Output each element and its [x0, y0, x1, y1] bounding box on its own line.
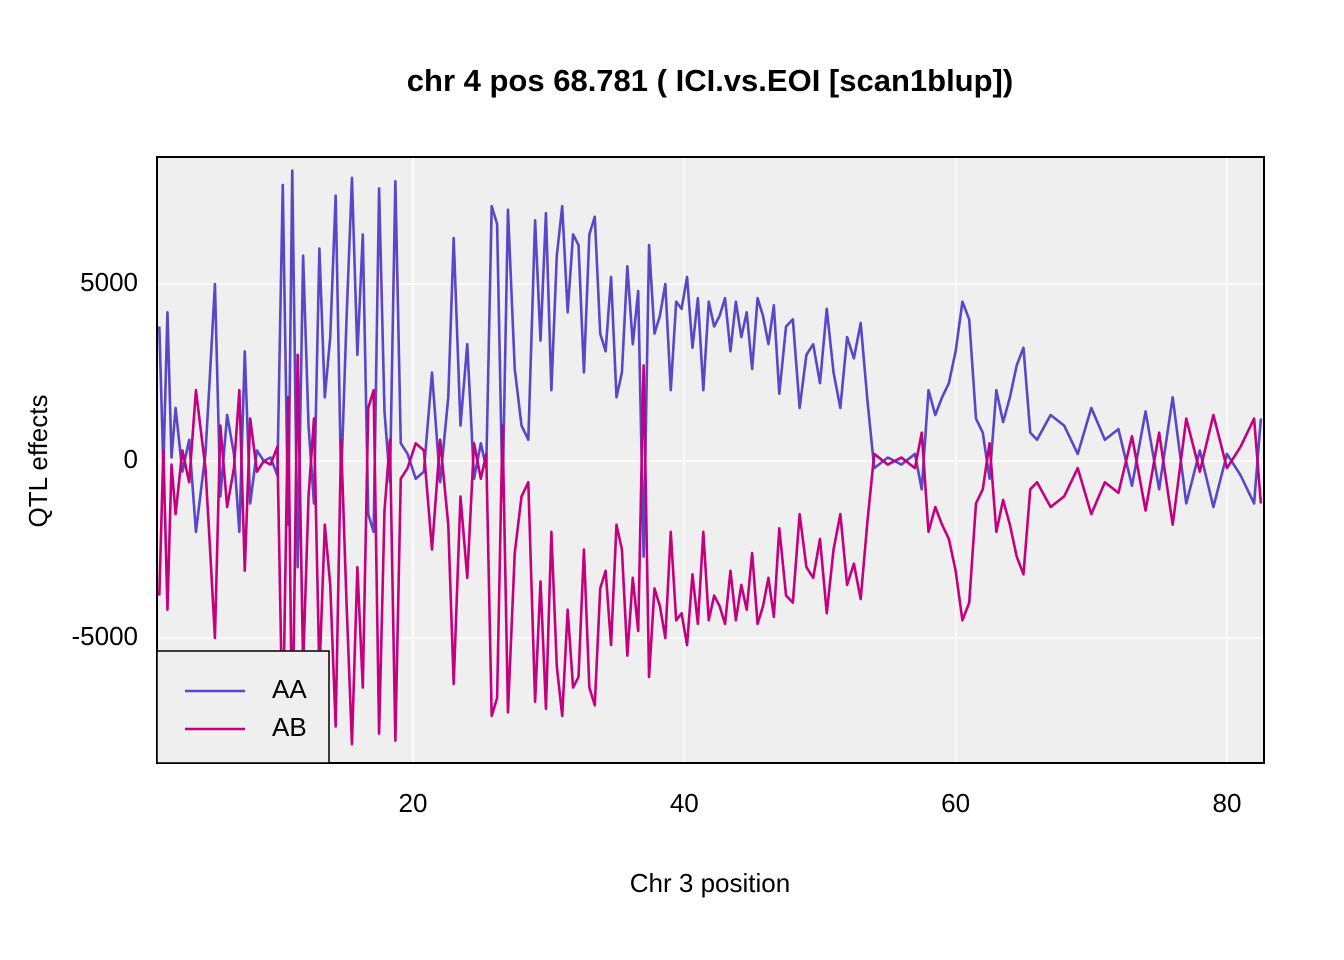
- legend-label: AA: [272, 674, 307, 704]
- y-tick-label: 5000: [80, 267, 138, 297]
- y-tick-label: 0: [124, 444, 138, 474]
- plot-border: [156, 156, 1265, 764]
- series-line: [158, 169, 1263, 569]
- series-line: [158, 353, 1263, 753]
- chart-title: chr 4 pos 68.781 ( ICI.vs.EOI [scan1blup…: [407, 63, 1013, 98]
- legend-label: AB: [272, 712, 307, 742]
- x-tick-label: 80: [1213, 788, 1242, 818]
- legend-box: [156, 650, 330, 764]
- y-axis-label: QTL effects: [23, 395, 53, 528]
- legend: AA AB: [156, 650, 330, 764]
- x-tick-label: 40: [670, 788, 699, 818]
- x-tick-label: 60: [941, 788, 970, 818]
- x-tick-label: 20: [399, 788, 428, 818]
- grid: [157, 157, 1264, 763]
- x-axis-label: Chr 3 position: [630, 868, 790, 898]
- lines: [158, 169, 1263, 753]
- y-tick-label: -5000: [72, 621, 139, 651]
